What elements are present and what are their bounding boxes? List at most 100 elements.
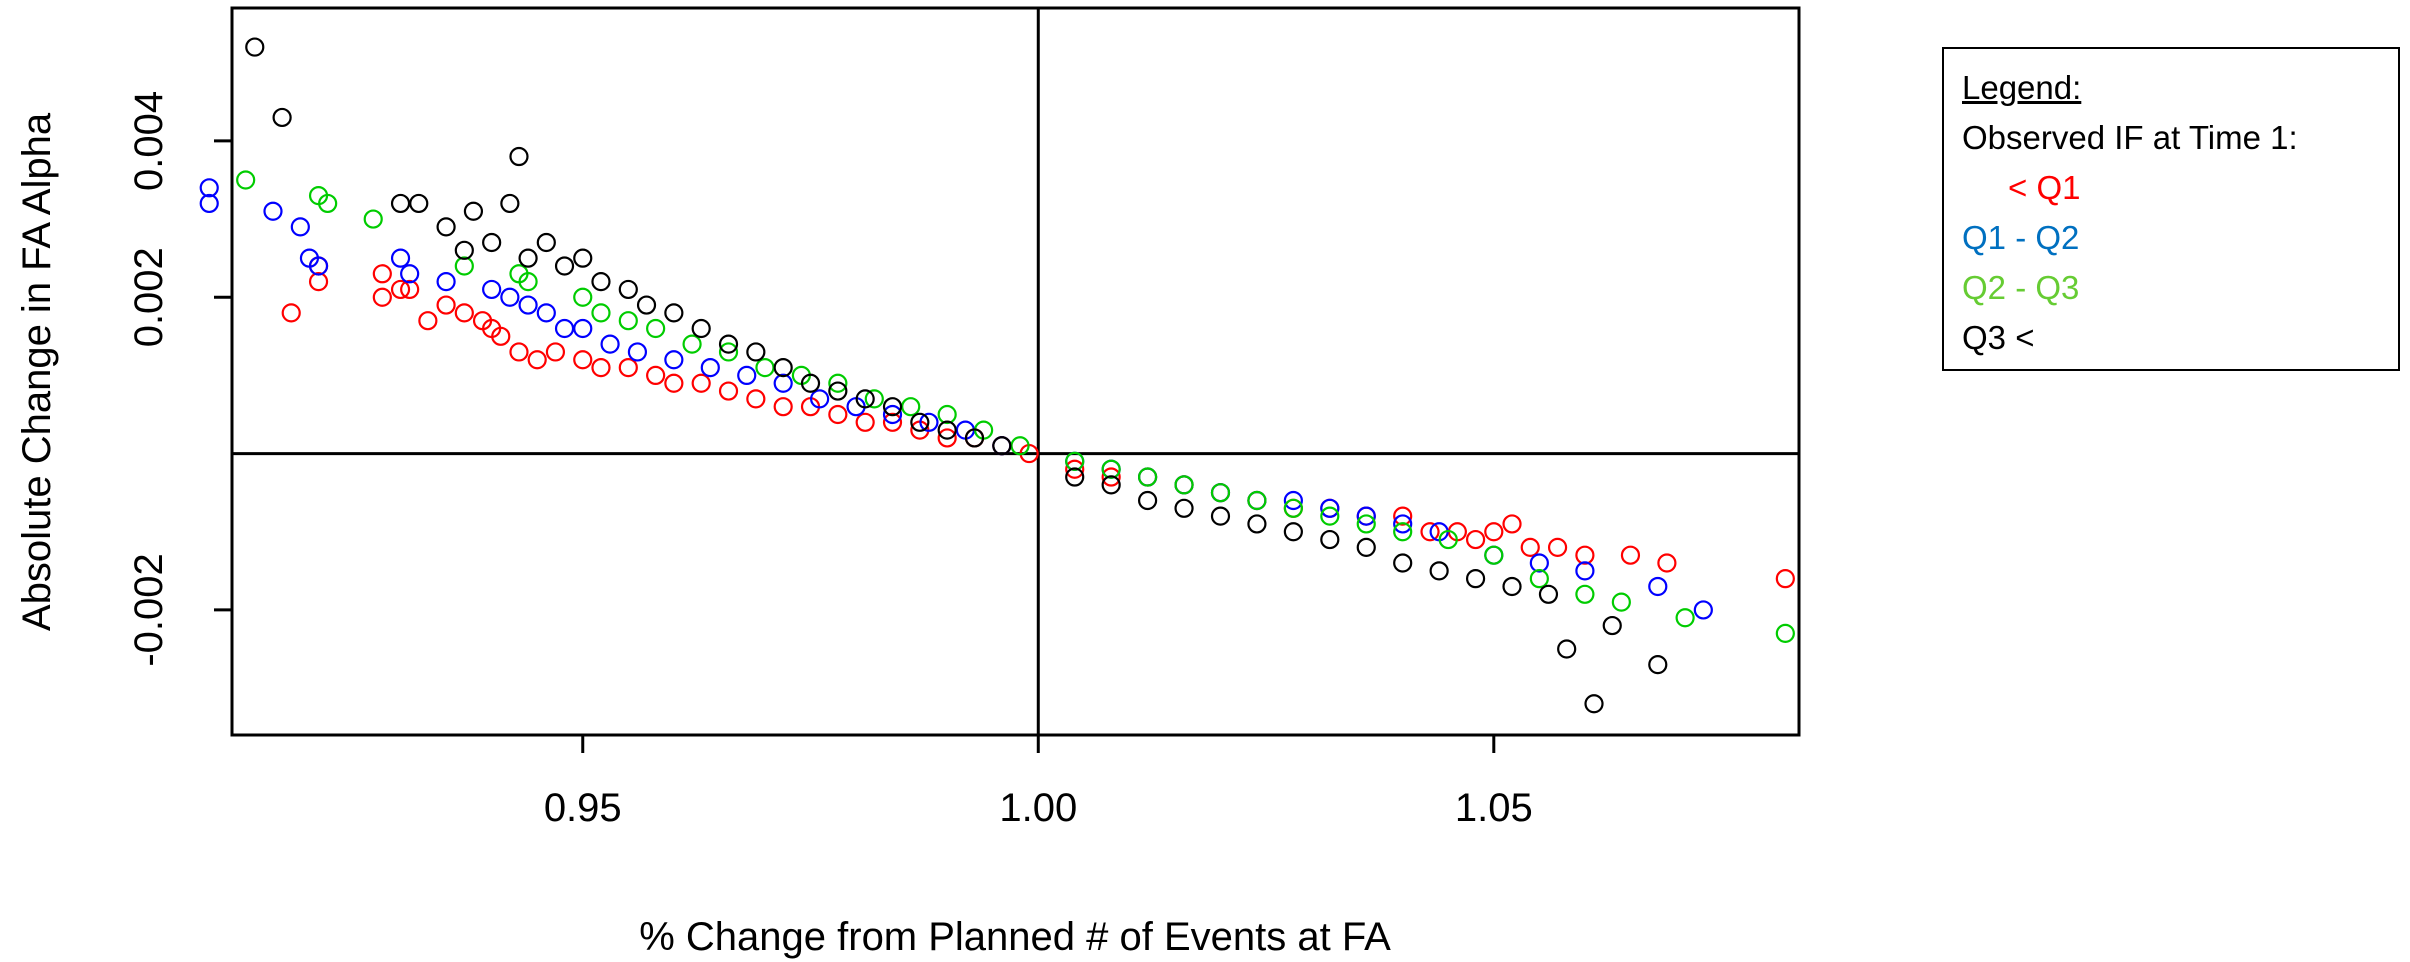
data-point [1648, 576, 1668, 597]
data-point [746, 342, 766, 362]
data-point [1393, 514, 1413, 534]
y-tick-label: -0.002 [127, 553, 171, 666]
data-point [436, 217, 456, 237]
data-point [509, 342, 529, 362]
data-point [1575, 561, 1595, 581]
data-point [1693, 600, 1713, 620]
data-point [646, 318, 666, 339]
data-point [509, 146, 529, 167]
data-point [436, 295, 456, 315]
data-point [409, 193, 429, 214]
x-axis: 0.95 1.00 1.05 [544, 735, 1533, 830]
data-point [773, 357, 793, 378]
y-tick-label: 0.004 [127, 91, 171, 191]
legend-entry-q1-q2: Q1 - Q2 [1962, 219, 2080, 256]
data-point [1356, 514, 1376, 534]
data-point [773, 373, 793, 393]
data-point [1429, 561, 1449, 581]
data-point [1529, 553, 1549, 573]
data-point [573, 318, 593, 339]
data-point [636, 295, 657, 315]
data-point [1648, 655, 1668, 675]
data-point [1101, 475, 1121, 495]
data-point [937, 428, 957, 448]
data-point [1356, 537, 1376, 557]
data-point [491, 326, 511, 346]
data-point [1575, 545, 1595, 565]
data-point [1283, 522, 1303, 542]
data-point [1065, 451, 1085, 471]
data-point [1611, 592, 1631, 612]
data-point [518, 248, 538, 268]
data-point [600, 334, 620, 354]
data-point [591, 303, 611, 323]
data-point [901, 397, 921, 417]
data-point [618, 357, 638, 378]
data-point [882, 404, 903, 425]
data-point [1320, 529, 1340, 550]
data-point [755, 357, 775, 378]
legend: Legend: Observed IF at Time 1: < Q1 Q1 -… [1942, 47, 2400, 371]
data-point [828, 381, 848, 401]
data-point [263, 201, 283, 221]
data-point [1620, 545, 1641, 565]
data-point [737, 365, 757, 386]
x-tick-label: 1.05 [1455, 786, 1533, 830]
data-point [1547, 537, 1568, 557]
data-point [527, 350, 547, 370]
y-axis: -0.002 0.002 0.004 [127, 91, 232, 667]
data-point [1484, 522, 1504, 542]
data-point [1775, 569, 1795, 589]
data-point [910, 412, 930, 432]
data-point [536, 232, 556, 253]
data-point [390, 248, 411, 268]
series-2 [236, 170, 1795, 643]
data-point [1065, 459, 1085, 479]
data-point [1010, 436, 1030, 456]
data-point [864, 389, 884, 409]
data-point [828, 373, 848, 393]
data-point [390, 279, 411, 300]
data-point [1356, 506, 1376, 526]
x-tick-label: 0.95 [544, 786, 622, 830]
data-point [627, 342, 648, 362]
data-point [1675, 608, 1695, 628]
data-point [272, 107, 292, 128]
data-point [482, 279, 502, 300]
data-point [500, 193, 520, 214]
data-point [308, 256, 329, 276]
data-point [718, 381, 739, 401]
data-point [463, 201, 484, 221]
y-axis-title: Absolute Change in FA Alpha [15, 112, 59, 631]
data-point [618, 279, 638, 300]
data-point [1210, 506, 1231, 526]
legend-entry-q1-below: < Q1 [2008, 169, 2081, 206]
data-point [454, 240, 474, 260]
data-point [1393, 553, 1413, 573]
data-point [718, 342, 739, 362]
data-point [372, 264, 392, 284]
data-point [1465, 529, 1486, 550]
data-point [554, 318, 575, 339]
data-point [1657, 553, 1677, 573]
data-point [390, 193, 411, 214]
data-point [1538, 584, 1559, 604]
data-point [1484, 545, 1504, 565]
series-3 [245, 37, 1668, 714]
data-point [1420, 522, 1440, 542]
data-point [691, 318, 711, 339]
data-point [810, 389, 830, 409]
data-point [919, 412, 939, 432]
data-point [964, 428, 985, 448]
data-point [1065, 467, 1085, 487]
data-point [828, 404, 848, 425]
data-point [618, 311, 638, 331]
data-point [800, 373, 821, 393]
data-point [1575, 584, 1595, 604]
data-point [1502, 576, 1522, 597]
data-point [1393, 506, 1413, 526]
data-point [1520, 537, 1540, 557]
data-point [718, 334, 739, 354]
legend-subtitle: Observed IF at Time 1: [1962, 119, 2298, 156]
